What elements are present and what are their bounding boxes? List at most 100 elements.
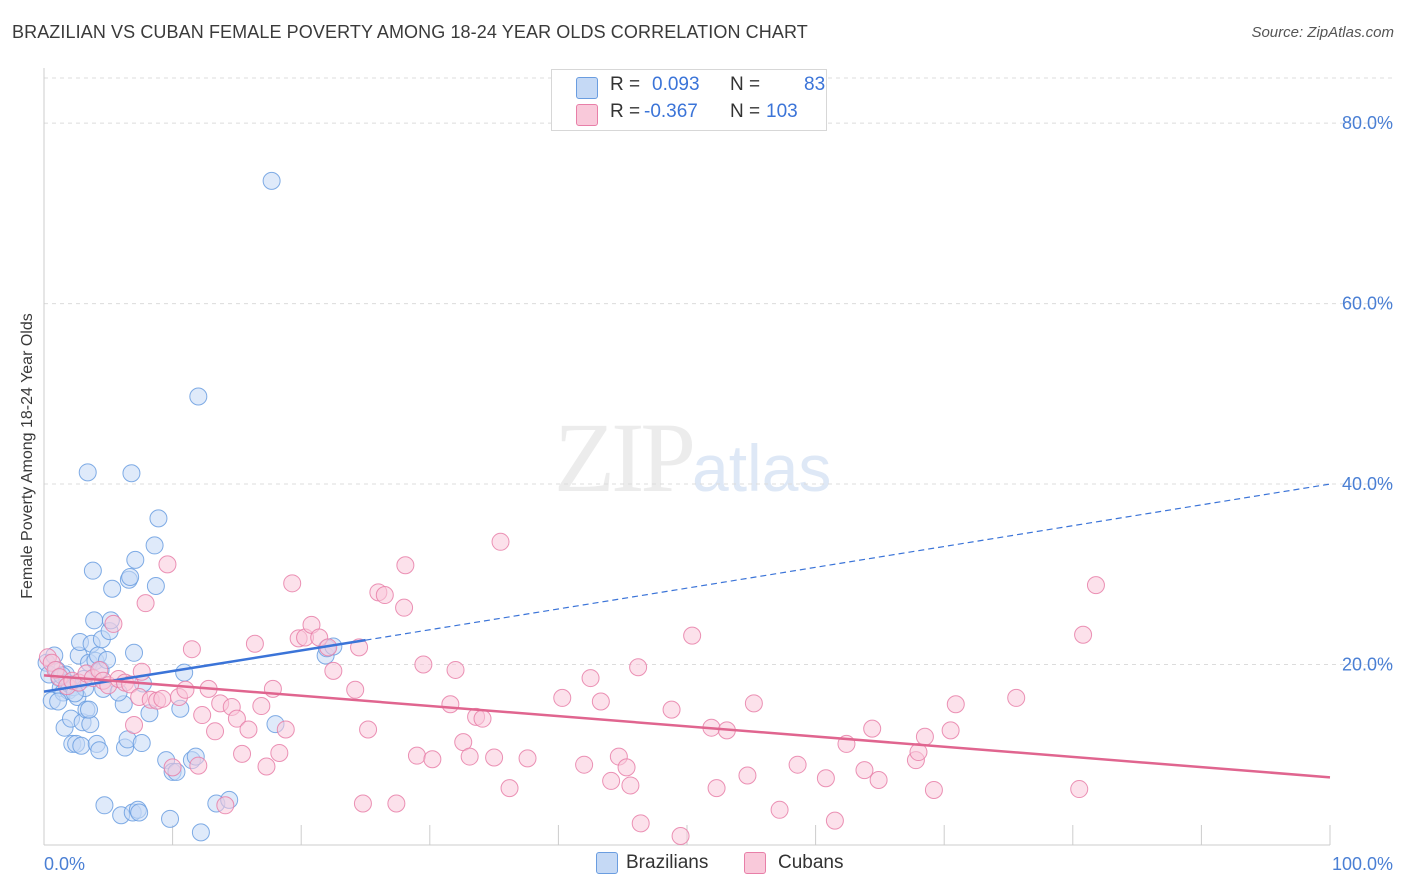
brazilians-point bbox=[72, 736, 91, 755]
cubans-point bbox=[683, 626, 702, 645]
brazilians-swatch bbox=[576, 77, 598, 99]
cubans-point bbox=[770, 800, 789, 819]
cubans-point bbox=[924, 780, 943, 799]
cubans-point bbox=[121, 675, 140, 694]
legend-n-value: 83 bbox=[804, 74, 826, 95]
correlation-legend: R = 0.093 N = 83 R = -0.367 N = 103 bbox=[551, 69, 827, 131]
cubans-point bbox=[621, 776, 640, 795]
cubans-point bbox=[473, 709, 492, 728]
cubans-point bbox=[629, 658, 648, 677]
brazilians-point bbox=[125, 643, 144, 662]
brazilians-point bbox=[149, 509, 168, 528]
cubans-point bbox=[233, 744, 252, 763]
brazilians-point bbox=[103, 579, 122, 598]
grid-lines bbox=[44, 77, 1392, 666]
cubans-point bbox=[602, 771, 621, 790]
cubans-point bbox=[396, 556, 415, 575]
legend-r-label: R = bbox=[610, 74, 641, 95]
cubans-point bbox=[738, 766, 757, 785]
cubans-point bbox=[193, 706, 212, 725]
cubans-point bbox=[182, 640, 201, 659]
tick-labels: 20.0% 40.0% 60.0% 80.0% 0.0% 100.0% bbox=[44, 113, 1393, 874]
cubans-point bbox=[1074, 625, 1093, 644]
legend-r-value: -0.367 bbox=[644, 101, 698, 122]
brazilians-point bbox=[95, 796, 114, 815]
y-tick-label: 60.0% bbox=[1342, 294, 1393, 314]
cubans-point bbox=[136, 594, 155, 613]
brazilians-point bbox=[85, 611, 104, 630]
cubans-point bbox=[189, 756, 208, 775]
cubans-point bbox=[518, 749, 537, 768]
brazilians-point bbox=[262, 171, 281, 190]
cubans-point bbox=[581, 669, 600, 688]
brazilians-point bbox=[90, 741, 109, 760]
cubans-point bbox=[227, 709, 246, 728]
cubans-legend-label: Cubans bbox=[778, 852, 844, 873]
cubans-point bbox=[324, 661, 343, 680]
cubans-point bbox=[375, 586, 394, 605]
cubans-swatch bbox=[576, 104, 598, 126]
cubans-point bbox=[946, 695, 965, 714]
brazilians-point bbox=[49, 692, 68, 711]
cubans-point bbox=[1086, 576, 1105, 595]
cubans-point bbox=[252, 697, 271, 716]
cubans-point bbox=[460, 747, 479, 766]
brazilians-legend-label: Brazilians bbox=[626, 852, 709, 873]
cubans-point bbox=[631, 814, 650, 833]
trend-lines bbox=[43, 483, 1331, 779]
cubans-point bbox=[744, 694, 763, 713]
cubans-point bbox=[414, 655, 433, 674]
brazilians-point bbox=[175, 663, 194, 682]
legend-n-value: 103 bbox=[766, 101, 798, 122]
cubans-point bbox=[816, 769, 835, 788]
brazilians-point bbox=[146, 577, 165, 596]
cubans-point bbox=[346, 680, 365, 699]
cubans-point bbox=[158, 555, 177, 574]
brazilians-point bbox=[189, 387, 208, 406]
y-tick-label: 40.0% bbox=[1342, 474, 1393, 494]
cubans-point bbox=[441, 695, 460, 714]
cubans-point bbox=[825, 811, 844, 830]
cubans-point bbox=[915, 727, 934, 746]
data-points bbox=[37, 171, 1105, 845]
cubans-point bbox=[575, 755, 594, 774]
cubans-point bbox=[257, 757, 276, 776]
cubans-point bbox=[671, 826, 690, 845]
cubans-point bbox=[206, 722, 225, 741]
cubans-point bbox=[407, 746, 426, 765]
cubans-point bbox=[359, 720, 378, 739]
brazilians-point bbox=[78, 463, 97, 482]
brazilians-point bbox=[161, 809, 180, 828]
watermark-atlas: atlas bbox=[692, 431, 832, 505]
brazilians-point bbox=[132, 734, 151, 753]
x-tick-label-end: 100.0% bbox=[1332, 854, 1393, 874]
cubans-point bbox=[446, 660, 465, 679]
cubans-point bbox=[1007, 688, 1026, 707]
legend-n-label: N = bbox=[730, 74, 761, 95]
watermark-zip: ZIP bbox=[554, 402, 696, 513]
cubans-point bbox=[553, 688, 572, 707]
watermark: ZIPatlas bbox=[554, 400, 831, 515]
cubans-point bbox=[869, 771, 888, 790]
brazilians-point bbox=[80, 700, 99, 719]
cubans-point bbox=[353, 794, 372, 813]
cubans-point bbox=[423, 750, 442, 769]
cubans-point bbox=[163, 758, 182, 777]
legend-r-value: 0.093 bbox=[652, 74, 700, 95]
cubans-point bbox=[245, 634, 264, 653]
chart-title: BRAZILIAN VS CUBAN FEMALE POVERTY AMONG … bbox=[12, 22, 808, 42]
brazilians-point bbox=[122, 464, 141, 483]
brazilians-point bbox=[191, 823, 210, 842]
cubans-point bbox=[941, 721, 960, 740]
cubans-point bbox=[617, 758, 636, 777]
cubans-point bbox=[216, 796, 235, 815]
x-tick-label-start: 0.0% bbox=[44, 854, 85, 874]
brazilians-legend-swatch bbox=[596, 852, 618, 874]
cubans-point bbox=[395, 598, 414, 617]
cubans-point bbox=[485, 748, 504, 767]
brazilians-point bbox=[121, 568, 140, 587]
cubans-point bbox=[283, 574, 302, 593]
cubans-point bbox=[125, 715, 144, 734]
cubans-legend-swatch bbox=[744, 852, 766, 874]
